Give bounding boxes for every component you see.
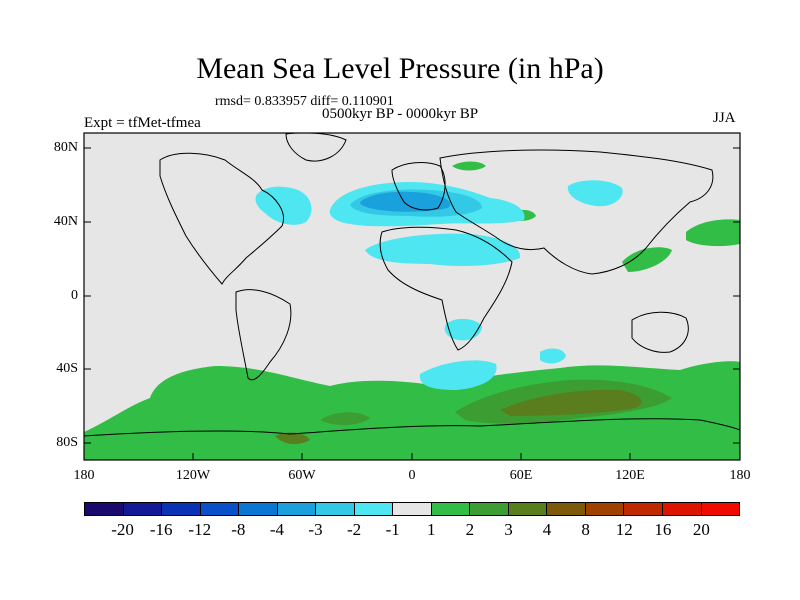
colorbar-swatch <box>701 503 740 515</box>
colorbar-label: 8 <box>581 520 590 539</box>
lon-tick-label: 120E <box>615 468 645 483</box>
colorbar-swatch <box>470 503 509 515</box>
colorbar-swatch <box>393 503 432 515</box>
lon-tick-marks <box>83 453 741 460</box>
colorbar-swatch <box>508 503 548 515</box>
positive-anomaly-pacific <box>686 219 740 247</box>
colorbar-label: -8 <box>231 520 246 539</box>
colorbar-swatch <box>200 503 240 515</box>
positive-anomaly-east-asia <box>622 247 672 272</box>
colorbar-label: 12 <box>615 520 633 539</box>
colorbar-swatch <box>85 503 124 515</box>
colorbar-label: -4 <box>269 520 285 539</box>
negative-anomaly-south-atlantic <box>419 360 497 390</box>
colorbar-swatch <box>624 503 663 515</box>
colorbar-swatch <box>585 503 625 515</box>
colorbar-label: 4 <box>542 520 552 539</box>
colorbar-label: -16 <box>149 520 173 539</box>
lon-tick-label: 0 <box>408 468 416 483</box>
colorbar-label: 20 <box>692 520 710 539</box>
map-title: Mean Sea Level Pressure (in hPa) <box>196 52 604 85</box>
lon-tick-label: 60W <box>288 468 316 483</box>
colorbar-swatch <box>431 503 471 515</box>
lat-tick-label: 80S <box>56 435 78 450</box>
lat-tick-label: 0 <box>71 288 78 303</box>
negative-anomaly-siberia <box>567 180 623 207</box>
colorbar-label: 3 <box>504 520 513 539</box>
positive-anomaly-level3 <box>500 389 642 416</box>
colorbar-label: 2 <box>465 520 475 539</box>
lon-tick-label: 180 <box>73 468 95 483</box>
stats-label: rmsd= 0.833957 diff= 0.110901 <box>215 94 394 109</box>
colorbar-swatch <box>239 503 278 515</box>
positive-anomaly-level2-west <box>320 412 370 426</box>
lat-tick-label: 40S <box>56 361 78 376</box>
negative-anomaly-level3-atlantic <box>360 191 451 212</box>
colorbar-label: -12 <box>188 520 212 539</box>
lon-tick-label: 120W <box>175 468 211 483</box>
coastlines <box>84 133 740 437</box>
time-period-subtitle: 0500kyr BP - 0000kyr BP <box>321 106 479 122</box>
colorbar-swatch <box>123 503 163 515</box>
positive-anomaly-level3-west <box>275 432 310 445</box>
colorbar-label: 16 <box>654 520 672 539</box>
lon-tick-label: 180 <box>729 468 751 483</box>
colorbar-label: -20 <box>111 520 134 539</box>
season-label: JJA <box>713 110 736 126</box>
experiment-label: Expt = tfMet-tfmea <box>84 115 201 131</box>
colorbar-swatch <box>547 503 586 515</box>
colorbar-swatch <box>662 503 702 515</box>
lon-tick-label: 60E <box>509 468 533 483</box>
lat-tick-label: 80N <box>53 140 78 155</box>
negative-anomaly-indian-ocean <box>540 348 566 364</box>
colorbar-swatch <box>162 503 201 515</box>
colorbar-label: -3 <box>308 520 323 539</box>
colorbar-swatch <box>277 503 317 515</box>
positive-anomaly-arctic <box>452 161 486 171</box>
negative-anomaly-southern-africa <box>444 318 482 341</box>
colorbar-label: 1 <box>427 520 436 539</box>
negative-anomaly-mediterranean <box>365 233 521 266</box>
lat-tick-marks <box>84 147 740 444</box>
colorbar-label: -1 <box>385 520 400 539</box>
colorbar-swatch <box>316 503 355 515</box>
colorbar-swatch <box>354 503 394 515</box>
colorbar <box>84 502 740 516</box>
negative-anomaly-north-america <box>255 186 312 225</box>
colorbar-label: -2 <box>347 520 362 539</box>
lat-tick-label: 40N <box>53 214 78 229</box>
